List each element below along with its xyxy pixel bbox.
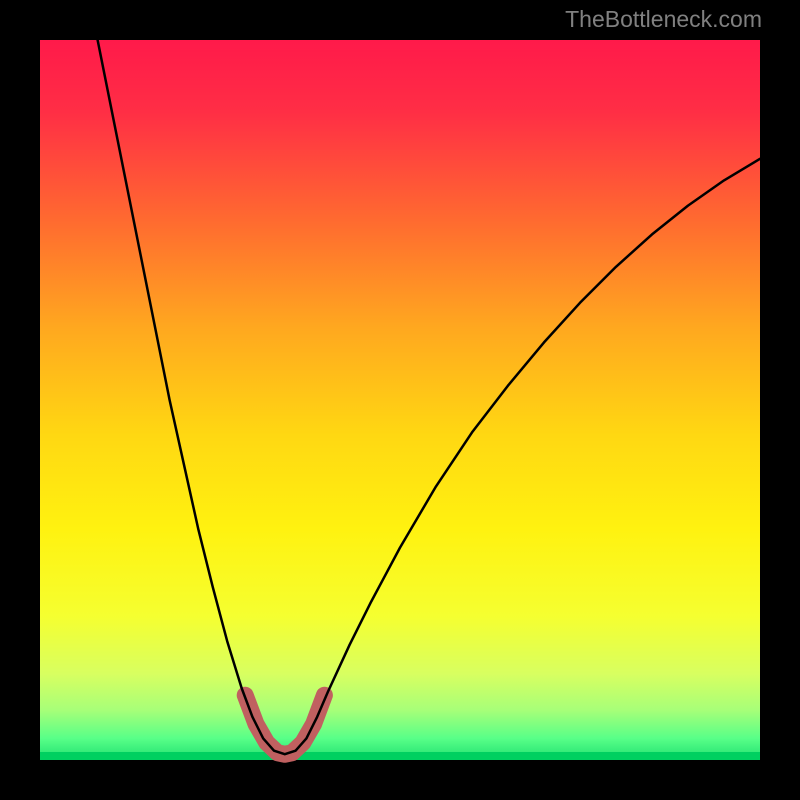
bottom-band <box>40 752 760 760</box>
gradient-background <box>40 40 760 760</box>
watermark-text: TheBottleneck.com <box>565 6 762 33</box>
plot-area <box>40 40 760 760</box>
chart-svg <box>40 40 760 760</box>
